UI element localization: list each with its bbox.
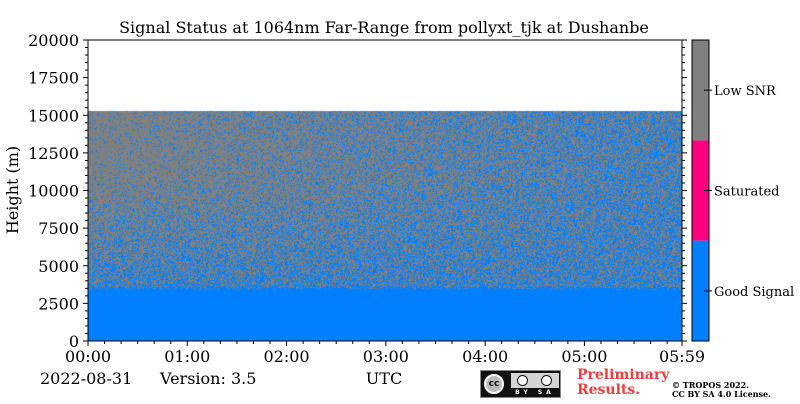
x-axis: 00:00 01:00 02:00 03:00 04:00 05:00 05:59 (65, 341, 705, 366)
y-axis-label: Height (m) (3, 146, 22, 234)
colorbar-frame (691, 39, 710, 342)
x-tick-label: 00:00 (65, 347, 111, 366)
cc-icon: cc (484, 374, 504, 394)
copyright-line-2: CC BY SA 4.0 License. (672, 389, 771, 399)
date-label: 2022-08-31 (40, 369, 133, 388)
colorbar-label: Low SNR (714, 84, 777, 99)
y-tick-label: 15000 (28, 106, 79, 125)
colorbar-segment (692, 40, 709, 141)
y-tick-label: 12500 (28, 144, 79, 163)
x-tick-label: 05:00 (561, 347, 607, 366)
colorbar-label: Saturated (714, 185, 779, 200)
x-tick-label: 01:00 (164, 347, 210, 366)
signal-status-heatmap (88, 40, 682, 341)
y-tick-label: 7500 (38, 219, 79, 238)
preliminary-results-label: Preliminary Results. (577, 368, 669, 398)
y-tick-label: 10000 (28, 182, 79, 201)
chart-title: Signal Status at 1064nm Far-Range from p… (119, 18, 649, 37)
x-axis-label: UTC (366, 369, 402, 388)
y-tick-label: 0 (69, 332, 79, 351)
y-tick-label: 2500 (38, 294, 79, 313)
copyright-line-1: © TROPOS 2022. (672, 380, 749, 390)
cc-license-badge: cc BY SA (480, 370, 561, 398)
preliminary-line-1: Preliminary (577, 367, 670, 383)
colorbar: Low SNR Saturated Good Signal (691, 39, 794, 342)
colorbar-segment (692, 240, 709, 341)
preliminary-line-2: Results. (577, 382, 641, 398)
x-tick-label: 05:59 (659, 347, 705, 366)
x-tick-label: 02:00 (264, 347, 310, 366)
by-sa-icon (511, 373, 559, 388)
y-tick-label: 20000 (28, 31, 79, 50)
x-tick-label: 03:00 (363, 347, 409, 366)
y-axis: 0 2500 5000 7500 10000 12500 15000 17500 20000 (28, 31, 687, 351)
y-tick-label: 5000 (38, 257, 79, 276)
version-label: Version: 3.5 (160, 369, 257, 388)
x-tick-label: 04:00 (462, 347, 508, 366)
y-tick-label: 17500 (28, 69, 79, 88)
colorbar-label: Good Signal (714, 285, 794, 300)
copyright-label: © TROPOS 2022. CC BY SA 4.0 License. (672, 381, 771, 399)
colorbar-segment (692, 140, 709, 241)
by-sa-text: BY SA (515, 389, 555, 396)
